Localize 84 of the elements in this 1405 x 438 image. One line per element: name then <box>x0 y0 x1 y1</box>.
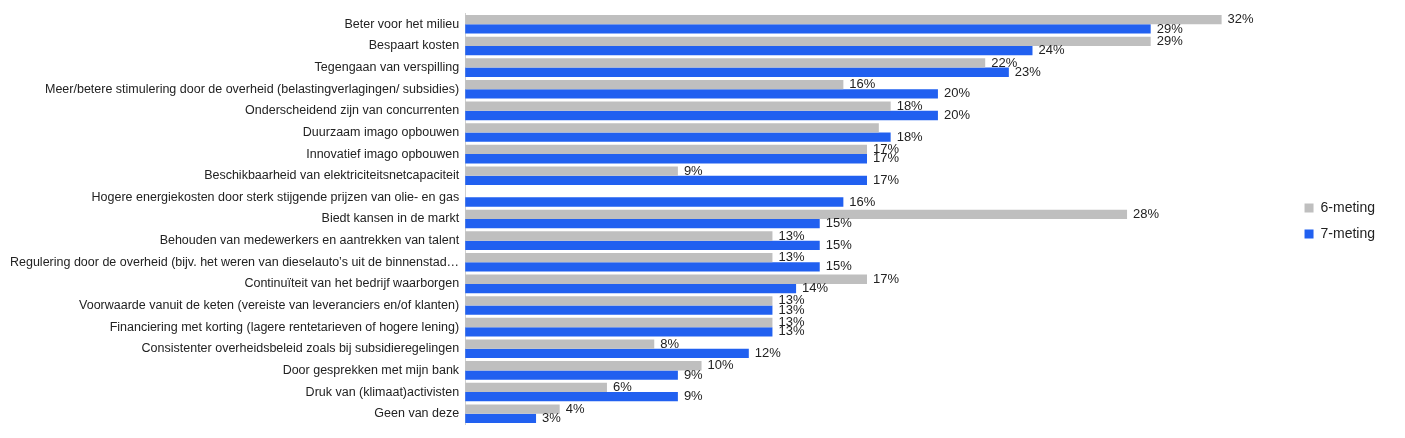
bar <box>465 317 773 328</box>
y-tick-label: Continuïteit van het bedrijf waarborgen <box>244 276 460 291</box>
bar <box>465 197 844 207</box>
bar <box>465 132 891 142</box>
bar <box>465 361 702 371</box>
bar <box>465 240 820 250</box>
bar <box>465 24 1151 34</box>
bar <box>465 231 773 241</box>
bar <box>465 36 1151 46</box>
bar <box>465 274 868 284</box>
data-label: 18% <box>896 97 924 113</box>
data-label: 16% <box>849 76 876 92</box>
bar <box>465 79 844 90</box>
y-tick-label: Meer/betere stimulering door de overheid (belastingverlagingen/ subsidies) <box>45 81 460 96</box>
bar <box>465 219 820 229</box>
bar <box>465 123 879 133</box>
bar <box>465 101 891 111</box>
bar <box>465 166 678 176</box>
bar <box>465 382 607 393</box>
data-label: 13% <box>778 227 805 243</box>
data-label: 28% <box>1133 205 1160 221</box>
bar <box>465 305 773 315</box>
bar <box>465 45 1033 56</box>
y-tick-label: Financiering met korting (lagere rentetarieven of hogere lening) <box>109 319 460 334</box>
data-label: 24% <box>1038 42 1065 58</box>
data-label: 9% <box>683 388 704 404</box>
data-label: 15% <box>825 258 853 274</box>
bar <box>465 110 938 121</box>
data-label: 17% <box>873 171 900 187</box>
bar <box>465 392 678 402</box>
data-label: 10% <box>707 357 734 373</box>
y-tick-label: Innovatief imago opbouwen <box>306 146 460 161</box>
data-label: 32% <box>1227 11 1255 27</box>
data-label: 15% <box>825 215 853 231</box>
y-tick-label: Behouden van medewerkers en aantrekken van talent <box>159 233 460 248</box>
bar <box>465 58 986 68</box>
bar <box>465 283 797 294</box>
bar <box>465 296 773 306</box>
bar <box>465 67 1009 77</box>
bar <box>465 252 773 263</box>
data-label: 16% <box>849 193 876 209</box>
bar <box>465 370 678 380</box>
data-label: 9% <box>683 366 704 382</box>
y-tick-label: Bespaart kosten <box>368 38 460 53</box>
data-label: 13% <box>778 249 805 265</box>
y-tick-label: Onderscheidend zijn van concurrenten <box>245 103 460 118</box>
y-tick-label: Hogere energiekosten door sterk stijgende prijzen van olie- en gas <box>91 189 460 204</box>
bar <box>465 339 655 349</box>
bar <box>465 327 773 337</box>
y-tick-label: Duurzaam imago opbouwen <box>302 124 460 139</box>
data-label: 14% <box>802 280 829 296</box>
y-tick-label: Door gesprekken met mijn bank <box>282 362 460 377</box>
y-tick-label: Geen van deze <box>374 406 460 421</box>
bar <box>465 404 560 414</box>
data-label: 9% <box>683 162 704 178</box>
y-tick-label: Beschikbaarheid van elektriciteitsnetcapaciteit <box>204 168 460 183</box>
bar <box>465 413 537 423</box>
data-label: 15% <box>825 236 853 252</box>
legend-label: 7-meting <box>1320 224 1375 241</box>
y-tick-label: Regulering door de overheid (bijv. het weren van dieselauto’s uit de binnenstad… <box>9 254 460 269</box>
y-tick-label: Biedt kansen in de markt <box>321 211 460 226</box>
data-label: 4% <box>565 400 585 416</box>
data-label: 17% <box>873 270 900 286</box>
bar <box>465 89 938 99</box>
data-label: 12% <box>754 345 782 361</box>
data-label: 20% <box>943 107 971 123</box>
y-tick-label: Voorwaarde vanuit de keten (vereiste van leveranciers en/of klanten) <box>79 297 460 312</box>
data-label: 3% <box>542 409 562 425</box>
y-tick-label: Tegengaan van verspilling <box>314 60 460 75</box>
bar <box>465 175 868 186</box>
bar <box>465 15 1222 25</box>
bar <box>465 262 820 272</box>
bar <box>465 348 749 359</box>
data-label: 18% <box>896 128 924 144</box>
y-tick-label: Consistenter overheidsbeleid zoals bij subsidieregelingen <box>141 341 460 356</box>
data-label: 6% <box>612 378 633 394</box>
legend-label: 6-meting <box>1320 198 1375 215</box>
bar <box>465 154 868 164</box>
y-tick-label: Beter voor het milieu <box>344 16 460 31</box>
y-tick-label: Druk van (klimaat)activisten <box>305 384 460 399</box>
bar <box>465 209 1128 219</box>
data-label: 8% <box>660 335 680 351</box>
bar <box>465 144 868 155</box>
data-label: 20% <box>943 85 971 101</box>
